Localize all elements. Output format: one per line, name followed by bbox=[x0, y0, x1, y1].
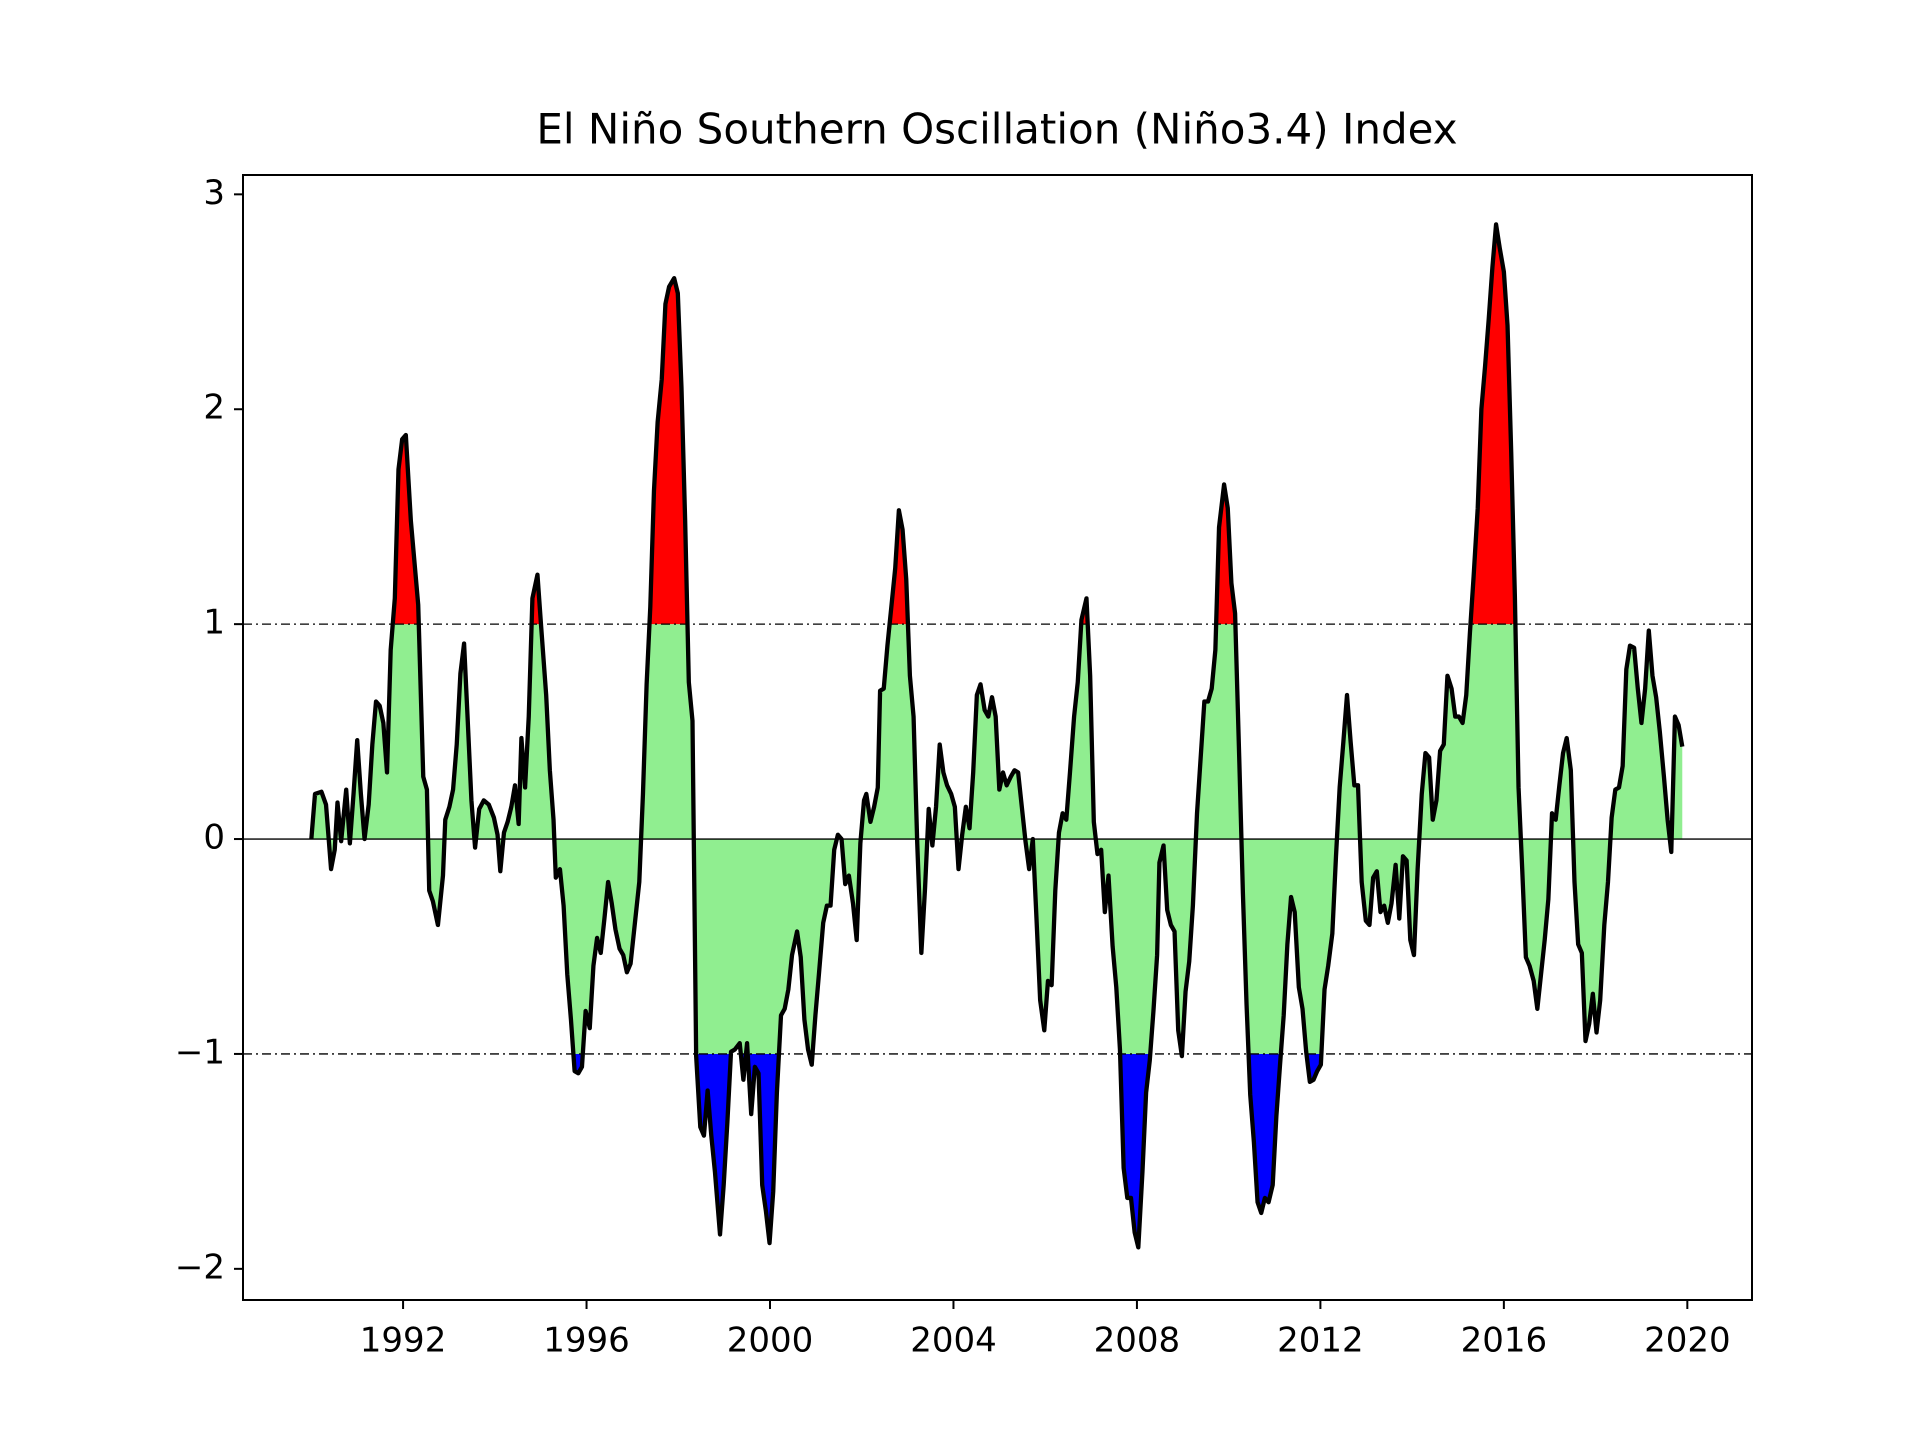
y-tick-label: 3 bbox=[203, 173, 225, 213]
y-tick-label: 2 bbox=[203, 388, 225, 428]
y-tick-label: 1 bbox=[203, 603, 225, 643]
y-tick-label: 0 bbox=[203, 818, 225, 858]
x-tick-label: 1992 bbox=[360, 1321, 447, 1361]
x-tick-label: 2020 bbox=[1644, 1321, 1731, 1361]
fill-area-above bbox=[392, 224, 1516, 625]
x-tick-label: 2016 bbox=[1461, 1321, 1548, 1361]
x-tick-label: 1996 bbox=[543, 1321, 630, 1361]
x-tick-label: 2012 bbox=[1277, 1321, 1364, 1361]
x-tick-label: 2008 bbox=[1094, 1321, 1181, 1361]
chart-title: El Niño Southern Oscillation (Niño3.4) I… bbox=[536, 105, 1457, 154]
y-tick-label: −1 bbox=[175, 1032, 225, 1072]
plot-frame bbox=[242, 174, 1753, 1301]
x-tick-label: 2000 bbox=[727, 1321, 814, 1361]
y-tick-label: −2 bbox=[175, 1247, 225, 1287]
data-line bbox=[309, 222, 1685, 1250]
x-tick-label: 2004 bbox=[910, 1321, 997, 1361]
